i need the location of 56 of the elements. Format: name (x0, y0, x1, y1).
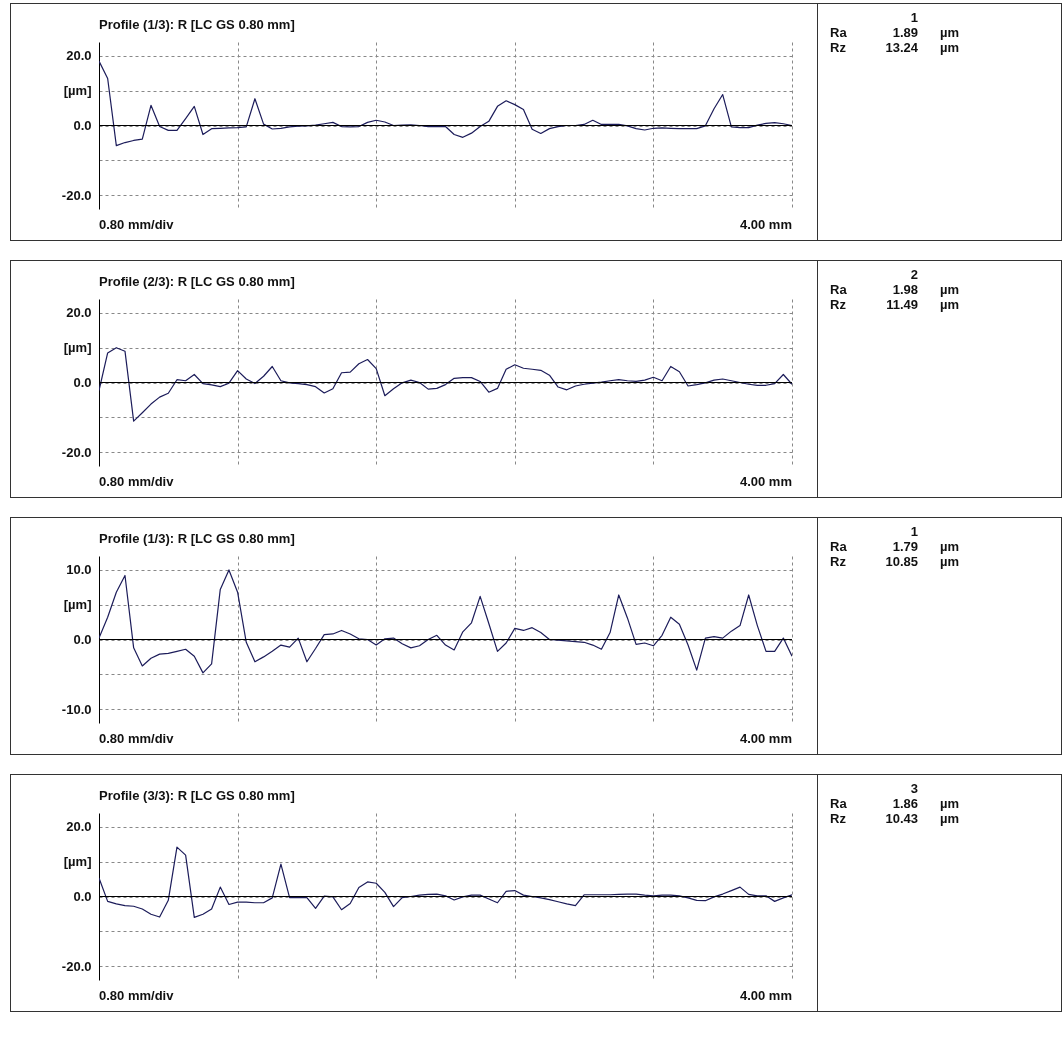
text: Ra (830, 25, 848, 40)
text: µm (939, 282, 961, 297)
text: 10.85 (884, 554, 918, 569)
text: Ra (830, 282, 848, 297)
y-tick-label: -10.0 (61, 701, 92, 717)
text: 1.79 (891, 539, 918, 554)
text: 1 (909, 524, 918, 539)
chart-title: Profile (1/3): R [LC GS 0.80 mm] (99, 531, 295, 546)
y-tick-label: 20.0 (66, 48, 92, 64)
text: 11.49 (885, 297, 918, 312)
text: µm (939, 25, 961, 40)
text: 4.00 mm (739, 217, 792, 232)
text: 1 (909, 10, 918, 25)
y-axis-title: [µm] (63, 340, 92, 356)
text: 1.98 (891, 282, 918, 297)
y-tick-label: 0.0 (73, 375, 92, 390)
text: 0.80 mm/div (99, 731, 175, 746)
text: µm (939, 297, 961, 312)
y-axis-title: [µm] (63, 83, 92, 99)
y-tick-label: 0.0 (73, 889, 92, 904)
text: Rz (830, 554, 847, 569)
chart-title: Profile (2/3): R [LC GS 0.80 mm] (99, 274, 295, 289)
text: Ra (830, 796, 848, 811)
text: Rz (830, 40, 847, 55)
text: 2 (909, 267, 918, 282)
text: µm (939, 811, 961, 826)
text: 4.00 mm (739, 731, 792, 746)
text: 1.89 (891, 25, 918, 40)
y-tick-label: 0.0 (73, 632, 92, 647)
y-tick-label: 20.0 (66, 305, 92, 321)
text: 0.80 mm/div (99, 474, 175, 489)
y-axis-title: [µm] (63, 854, 92, 870)
text: 0.80 mm/div (99, 988, 175, 1003)
y-tick-label: 20.0 (66, 819, 92, 835)
y-tick-label: -20.0 (61, 444, 92, 460)
text: Ra (830, 539, 848, 554)
text: 10.43 (884, 811, 918, 826)
text: µm (939, 554, 961, 569)
chart-title: Profile (3/3): R [LC GS 0.80 mm] (99, 788, 295, 803)
text: 0.80 mm/div (99, 217, 175, 232)
text: 13.24 (884, 40, 918, 55)
y-tick-label: 10.0 (66, 562, 92, 578)
y-tick-label: 0.0 (73, 118, 92, 133)
text: µm (939, 539, 961, 554)
chart-title: Profile (1/3): R [LC GS 0.80 mm] (99, 17, 295, 32)
text: 4.00 mm (739, 474, 792, 489)
y-tick-label: -20.0 (61, 187, 92, 203)
y-axis-title: [µm] (63, 597, 92, 613)
text: 4.00 mm (739, 988, 792, 1003)
y-tick-label: -20.0 (61, 958, 92, 974)
text: µm (939, 40, 961, 55)
text: µm (939, 796, 961, 811)
text: 1.86 (891, 796, 918, 811)
text: Rz (830, 297, 847, 312)
text: Rz (830, 811, 847, 826)
text: 3 (909, 781, 918, 796)
